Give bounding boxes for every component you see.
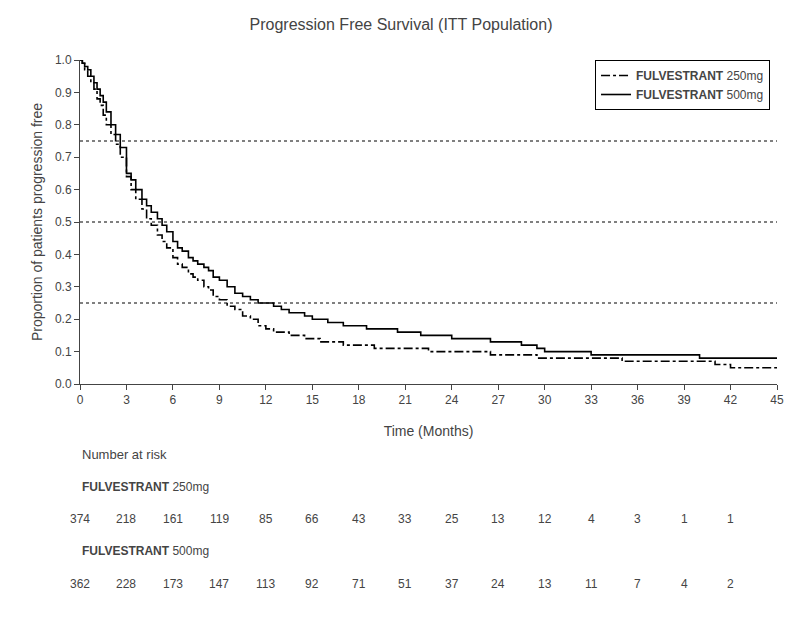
svg-text:FULVESTRANT 500mg: FULVESTRANT 500mg: [636, 88, 763, 102]
svg-text:228: 228: [116, 577, 136, 591]
svg-text:0.7: 0.7: [55, 150, 72, 164]
svg-text:24: 24: [445, 393, 459, 407]
svg-text:0.3: 0.3: [55, 280, 72, 294]
svg-text:43: 43: [352, 512, 366, 526]
svg-text:15: 15: [306, 393, 320, 407]
svg-text:13: 13: [491, 512, 505, 526]
svg-text:6: 6: [170, 393, 177, 407]
svg-text:173: 173: [163, 577, 183, 591]
svg-text:30: 30: [538, 393, 552, 407]
svg-text:13: 13: [538, 577, 552, 591]
svg-text:12: 12: [538, 512, 552, 526]
svg-text:21: 21: [399, 393, 413, 407]
svg-text:0.1: 0.1: [55, 345, 72, 359]
svg-text:0.2: 0.2: [55, 312, 72, 326]
svg-text:4: 4: [588, 512, 595, 526]
svg-text:Proportion of patients progres: Proportion of patients progression free: [29, 103, 45, 341]
svg-text:Number at risk: Number at risk: [82, 447, 167, 462]
svg-text:1.0: 1.0: [55, 53, 72, 67]
svg-text:161: 161: [163, 512, 183, 526]
svg-text:1: 1: [727, 512, 734, 526]
svg-text:24: 24: [491, 577, 505, 591]
svg-text:147: 147: [209, 577, 229, 591]
svg-text:218: 218: [116, 512, 136, 526]
svg-text:27: 27: [492, 393, 506, 407]
svg-text:45: 45: [770, 393, 784, 407]
svg-text:119: 119: [210, 512, 229, 526]
svg-text:85: 85: [259, 512, 273, 526]
svg-text:2: 2: [727, 577, 734, 591]
svg-text:51: 51: [398, 577, 412, 591]
svg-text:37: 37: [445, 577, 459, 591]
svg-text:25: 25: [445, 512, 459, 526]
svg-text:39: 39: [677, 393, 691, 407]
svg-text:11: 11: [585, 577, 598, 591]
svg-text:9: 9: [216, 393, 223, 407]
svg-text:FULVESTRANT 250mg: FULVESTRANT 250mg: [636, 69, 763, 83]
svg-text:3: 3: [634, 512, 641, 526]
svg-text:1: 1: [681, 512, 688, 526]
svg-text:7: 7: [634, 577, 641, 591]
svg-text:374: 374: [70, 512, 90, 526]
svg-text:0.5: 0.5: [55, 215, 72, 229]
svg-text:FULVESTRANT 500mg: FULVESTRANT 500mg: [82, 544, 209, 558]
svg-text:36: 36: [631, 393, 645, 407]
svg-text:71: 71: [352, 577, 366, 591]
svg-text:0: 0: [77, 393, 84, 407]
svg-text:0.9: 0.9: [55, 86, 72, 100]
svg-text:113: 113: [256, 577, 275, 591]
svg-text:0.4: 0.4: [55, 248, 72, 262]
svg-text:0.6: 0.6: [55, 183, 72, 197]
svg-text:4: 4: [681, 577, 688, 591]
svg-text:Time (Months): Time (Months): [384, 423, 474, 439]
svg-text:FULVESTRANT 250mg: FULVESTRANT 250mg: [82, 480, 209, 494]
svg-text:92: 92: [305, 577, 319, 591]
svg-text:Progression Free Survival (ITT: Progression Free Survival (ITT Populatio…: [250, 16, 553, 33]
svg-text:0.8: 0.8: [55, 118, 72, 132]
svg-text:362: 362: [70, 577, 90, 591]
svg-text:33: 33: [584, 393, 598, 407]
svg-text:33: 33: [398, 512, 412, 526]
svg-text:18: 18: [352, 393, 366, 407]
svg-text:12: 12: [259, 393, 273, 407]
svg-text:0.0: 0.0: [55, 377, 72, 391]
svg-text:42: 42: [724, 393, 738, 407]
svg-text:66: 66: [305, 512, 319, 526]
svg-text:3: 3: [123, 393, 130, 407]
